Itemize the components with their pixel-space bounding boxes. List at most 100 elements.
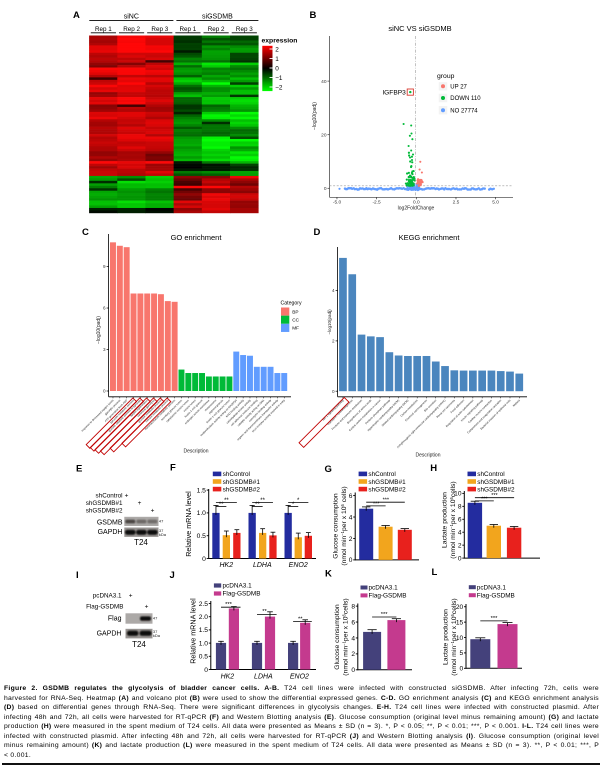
svg-text:0: 0 [204, 667, 208, 674]
svg-text:**: ** [262, 609, 267, 615]
svg-text:GAPDH: GAPDH [97, 631, 122, 638]
svg-text:Rep 1: Rep 1 [179, 26, 196, 33]
svg-text:**: ** [298, 616, 303, 622]
svg-text:shControl: shControl [477, 471, 504, 478]
svg-text:2: 2 [458, 543, 462, 550]
svg-text:shGSDMB#1: shGSDMB#1 [368, 479, 406, 486]
svg-text:**: ** [260, 498, 265, 504]
svg-text:0.5: 0.5 [199, 654, 209, 661]
svg-text:15: 15 [456, 619, 464, 626]
svg-text:Rep 3: Rep 3 [151, 26, 168, 33]
svg-text:log2FoldChange: log2FoldChange [398, 206, 435, 212]
svg-text:Category: Category [281, 301, 302, 307]
svg-text:shControl: shControl [96, 492, 123, 499]
svg-text:A: A [73, 10, 80, 21]
svg-text:pcDNA3.1: pcDNA3.1 [369, 585, 399, 592]
svg-text:B: B [310, 10, 317, 21]
svg-text:C: C [82, 227, 89, 238]
svg-text:T24: T24 [134, 538, 148, 547]
svg-text:5: 5 [460, 650, 464, 657]
svg-text:LDHA: LDHA [253, 562, 272, 569]
svg-text:***: *** [491, 493, 498, 499]
svg-text:H: H [430, 463, 437, 474]
svg-text:Flag-GSDMB: Flag-GSDMB [223, 591, 261, 598]
svg-text:2: 2 [349, 536, 353, 543]
svg-text:ENO2: ENO2 [289, 562, 308, 569]
svg-text:E: E [76, 464, 82, 475]
svg-text:(nmol min−1per x 106cells): (nmol min−1per x 106cells) [449, 481, 457, 558]
svg-text:0: 0 [349, 557, 353, 564]
svg-text:Lactate production: Lactate production [442, 492, 449, 548]
svg-text:10: 10 [456, 635, 464, 642]
svg-text:−1: −1 [275, 75, 283, 82]
svg-text:LDHA: LDHA [254, 674, 273, 681]
svg-text:shControl: shControl [368, 471, 395, 478]
svg-text:I: I [76, 570, 79, 581]
svg-text:4: 4 [351, 635, 355, 642]
svg-text:Glucose consumption: Glucose consumption [333, 493, 340, 559]
svg-text:**: ** [219, 502, 224, 508]
svg-text:2.0: 2.0 [199, 614, 209, 621]
svg-text:8: 8 [458, 504, 462, 511]
svg-text:***: *** [491, 616, 499, 622]
svg-text:pcDNA3.1: pcDNA3.1 [223, 583, 253, 590]
svg-text:20: 20 [456, 604, 464, 611]
svg-text:kDa: kDa [159, 532, 167, 537]
svg-text:47: 47 [159, 519, 164, 524]
svg-text:2: 2 [332, 339, 335, 344]
svg-text:shGSDMB#2: shGSDMB#2 [86, 507, 123, 514]
svg-text:9: 9 [103, 264, 106, 269]
svg-text:siNC VS siGSDMB: siNC VS siGSDMB [388, 24, 451, 33]
svg-text:pcDNA3.1: pcDNA3.1 [477, 584, 507, 591]
svg-text:MF: MF [292, 326, 299, 331]
svg-text:Glucose consumption: Glucose consumption [334, 604, 341, 670]
svg-text:*: * [297, 498, 300, 504]
svg-text:10: 10 [454, 491, 462, 498]
svg-text:Flag-GSDMB: Flag-GSDMB [369, 593, 407, 600]
svg-text:shGSDMB#2: shGSDMB#2 [223, 486, 261, 493]
svg-text:G: G [325, 464, 332, 475]
svg-text:1.5: 1.5 [197, 487, 207, 494]
svg-text:HK2: HK2 [221, 674, 235, 681]
svg-text:(nmol min−1per x 106cells): (nmol min−1per x 106cells) [341, 598, 349, 675]
svg-text:expression: expression [262, 38, 298, 45]
svg-text:siNC: siNC [124, 14, 139, 21]
svg-text:−log10(padj): −log10(padj) [312, 102, 318, 130]
svg-text:shGSDMB#1: shGSDMB#1 [477, 479, 515, 486]
svg-text:0: 0 [103, 389, 106, 394]
svg-text:***: *** [381, 612, 389, 618]
svg-text:0: 0 [351, 667, 355, 674]
svg-text:BP: BP [292, 309, 298, 314]
svg-text:(nmol min−1per x 106 cells): (nmol min−1per x 106 cells) [340, 486, 348, 565]
svg-text:0.0: 0.0 [413, 200, 420, 206]
svg-text:2: 2 [351, 651, 355, 658]
svg-text:0.5: 0.5 [197, 533, 207, 540]
svg-text:***: *** [373, 501, 380, 507]
svg-text:ENO2: ENO2 [290, 674, 309, 681]
svg-text:20: 20 [321, 132, 327, 138]
svg-text:+: + [138, 500, 142, 507]
svg-text:**: ** [224, 498, 229, 504]
svg-text:shControl: shControl [223, 471, 250, 478]
svg-text:+: + [129, 592, 133, 599]
svg-text:J: J [170, 570, 175, 581]
svg-text:-2.5: -2.5 [372, 200, 381, 206]
svg-text:DOWN 110: DOWN 110 [450, 96, 481, 102]
svg-text:4: 4 [332, 288, 335, 293]
svg-text:T24: T24 [132, 640, 146, 649]
svg-text:−log10(padj): −log10(padj) [96, 316, 102, 344]
svg-text:Rep 2: Rep 2 [123, 26, 140, 33]
svg-text:***: *** [481, 496, 488, 502]
svg-text:***: *** [225, 602, 233, 608]
svg-text:group: group [437, 73, 455, 80]
svg-text:Description: Description [415, 453, 440, 459]
svg-text:6: 6 [458, 517, 462, 524]
svg-text:siGSDMB: siGSDMB [202, 14, 233, 21]
svg-text:KEGG enrichment: KEGG enrichment [399, 233, 461, 242]
svg-text:1.5: 1.5 [199, 627, 209, 634]
svg-text:0: 0 [324, 186, 327, 192]
svg-text:Rep 1: Rep 1 [95, 26, 112, 33]
svg-text:0: 0 [460, 666, 464, 673]
svg-text:pcDNA3.1: pcDNA3.1 [93, 592, 122, 599]
svg-text:1: 1 [275, 56, 279, 63]
